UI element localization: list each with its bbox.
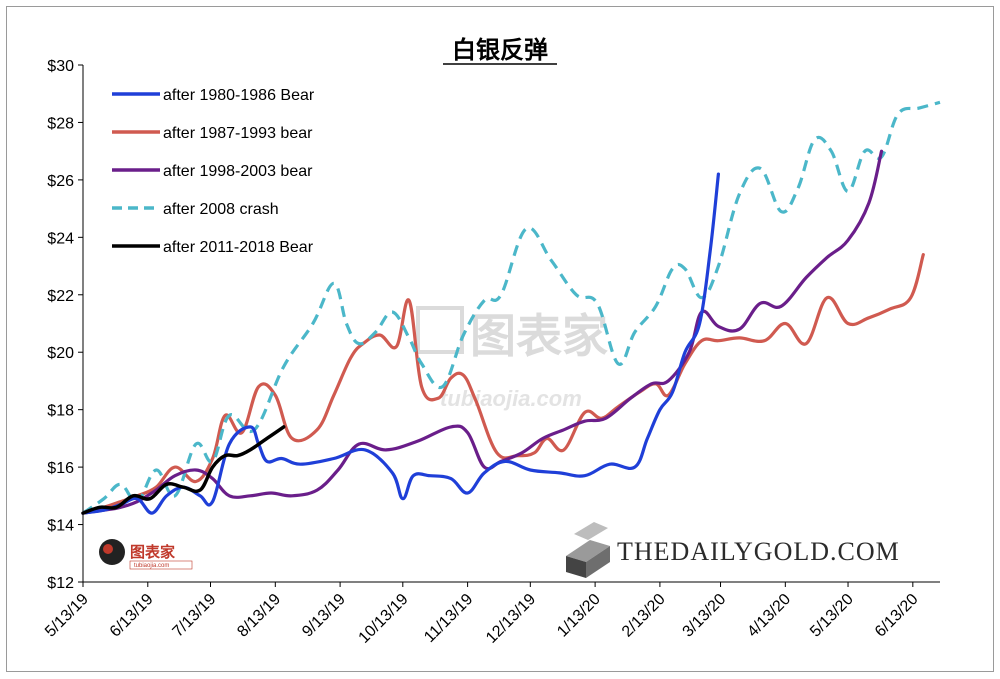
center-watermark: 图表家 tubiaojia.com (416, 306, 608, 411)
x-tick-label: 8/13/19 (234, 591, 284, 641)
x-tick-label: 5/13/19 (42, 591, 92, 641)
legend: after 1980-1986 Bear after 1987-1993 bear… (112, 87, 315, 256)
gold-bar-back-icon (574, 522, 608, 540)
tubiaojia-logo: 图表家 tubiaojia.com (99, 539, 193, 570)
watermark-url: tubiaojia.com (440, 386, 582, 411)
logo-cn: 图表家 (130, 543, 175, 561)
legend-label: after 2008 crash (163, 201, 279, 218)
logo-url-box (129, 560, 193, 570)
x-tick-label: 12/13/19 (483, 591, 539, 647)
y-ticks: $12 $14 $16 $18 $20 $22 $24 $26 $28 $30 (47, 58, 83, 592)
x-tick-label: 6/13/20 (872, 591, 922, 641)
watermark-cn: 图表家 (470, 310, 608, 362)
gold-bar-side-icon (586, 546, 610, 578)
y-tick-label: $22 (47, 288, 74, 305)
legend-label: after 1998-2003 bear (163, 163, 313, 180)
x-tick-label: 9/13/19 (299, 591, 349, 641)
legend-label: after 1980-1986 Bear (163, 87, 315, 104)
y-tick-label: $30 (47, 58, 74, 75)
gold-bar-front-icon (566, 556, 586, 578)
y-tick-label: $20 (47, 345, 74, 362)
watermark-box-icon (416, 306, 464, 354)
series-line-4 (82, 100, 941, 515)
x-tick-label: 2/13/20 (619, 591, 669, 641)
x-tick-label: 6/13/19 (107, 591, 157, 641)
legend-label: after 2011-2018 Bear (163, 239, 314, 256)
y-tick-label: $14 (47, 518, 74, 535)
legend-label: after 1987-1993 bear (163, 125, 313, 142)
brand-logo: THEDAILYGOLD.COM (566, 522, 900, 578)
series-line-2 (81, 253, 925, 515)
x-tick-label: 11/13/19 (421, 591, 476, 646)
logo-url: tubiaojia.com (134, 563, 169, 569)
x-tick-label: 4/13/20 (744, 591, 794, 641)
brand-name: THEDAILYGOLD.COM (617, 537, 900, 566)
x-tick-label: 7/13/19 (170, 591, 220, 641)
series-layer (81, 100, 941, 515)
y-tick-label: $24 (47, 230, 74, 247)
y-tick-label: $26 (47, 173, 74, 190)
chart-title: 白银反弹 (452, 36, 548, 64)
y-tick-label: $16 (47, 460, 74, 477)
logo-accent-icon (103, 544, 113, 554)
series-line-5 (81, 425, 286, 515)
y-tick-label: $12 (47, 575, 74, 592)
gold-bar-top-icon (566, 540, 610, 562)
y-tick-label: $18 (47, 403, 74, 420)
x-tick-label: 5/13/20 (807, 591, 857, 641)
x-tick-label: 1/13/20 (554, 591, 604, 641)
series-line-1 (81, 172, 720, 515)
x-tick-label: 3/13/20 (680, 591, 730, 641)
x-tick-label: 10/13/19 (356, 591, 412, 647)
y-tick-label: $28 (47, 115, 74, 132)
x-ticks: 5/13/19 6/13/19 7/13/19 8/13/19 9/13/19 10/13… (42, 582, 922, 647)
